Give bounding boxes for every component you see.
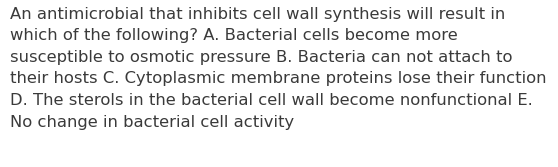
Text: An antimicrobial that inhibits cell wall synthesis will result in
which of the f: An antimicrobial that inhibits cell wall… <box>10 7 546 130</box>
